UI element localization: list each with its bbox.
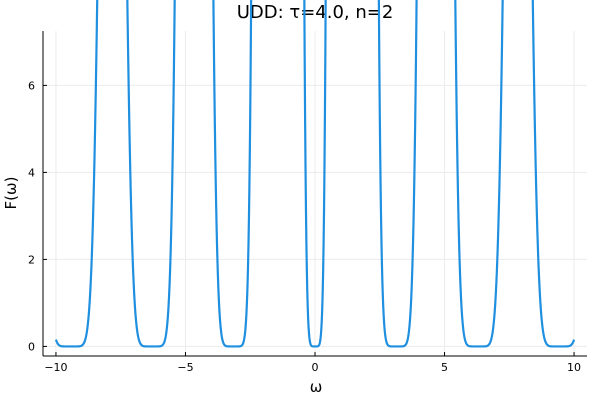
x-tick-label: −5 bbox=[177, 361, 193, 374]
chart-title: UDD: τ=4.0, n=2 bbox=[237, 2, 394, 23]
x-tick-label: 0 bbox=[312, 361, 319, 374]
ticks: −10 −5 0 5 10 0 2 4 6 bbox=[28, 79, 581, 374]
x-axis-label: ω bbox=[310, 378, 323, 396]
series-layer bbox=[54, 0, 576, 348]
y-axis-label: F(ω) bbox=[2, 177, 20, 210]
x-tick-label: 5 bbox=[441, 361, 448, 374]
grid bbox=[43, 31, 587, 356]
y-tick-label: 6 bbox=[28, 79, 35, 92]
y-tick-label: 0 bbox=[28, 340, 35, 353]
y-tick-label: 2 bbox=[28, 253, 35, 266]
y-tick-label: 4 bbox=[28, 166, 35, 179]
x-tick-label: −10 bbox=[44, 361, 67, 374]
series-line-f-omega bbox=[54, 0, 576, 348]
x-tick-label: 10 bbox=[567, 361, 581, 374]
